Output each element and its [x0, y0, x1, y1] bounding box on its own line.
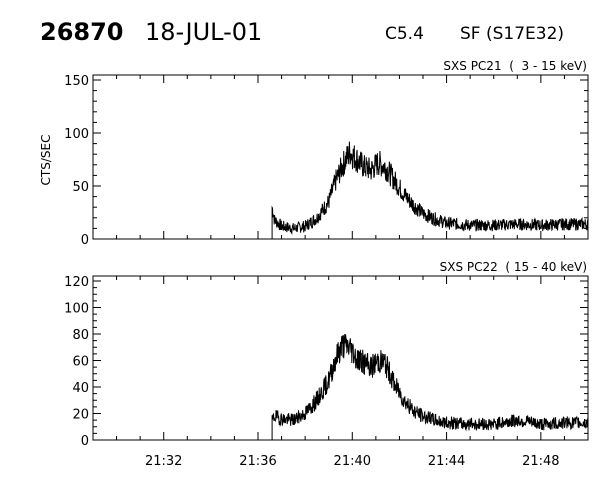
y-tick-label: 100	[64, 127, 89, 142]
x-tick-label: 21:36	[239, 454, 276, 469]
panel-pc22-title: SXS PC22 ( 15 - 40 keV)	[440, 260, 587, 274]
flare-location: SF (S17E32)	[460, 24, 564, 44]
panel-pc21-frame	[92, 74, 589, 240]
y-tick-label: 50	[72, 180, 89, 195]
event-number: 26870	[40, 18, 124, 46]
panel-pc22-y-tick-labels: 0 20 40 60 80 100 120	[64, 275, 89, 449]
x-tick-label: 21:40	[334, 454, 371, 469]
x-tick-label: 21:32	[145, 454, 182, 469]
y-tick-label: 20	[72, 408, 89, 423]
y-tick-label: 100	[64, 302, 89, 317]
panel-pc21-series-line	[271, 141, 589, 239]
y-tick-label: 120	[64, 275, 89, 290]
y-tick-label: 40	[72, 381, 89, 396]
y-tick-label: 60	[72, 355, 89, 370]
panel-pc21-title: SXS PC21 ( 3 - 15 keV)	[443, 59, 587, 73]
panel-pc22: SXS PC22 ( 15 - 40 keV) 0 20 40 60 80 100 120	[64, 260, 589, 449]
x-tick-label: 21:44	[428, 454, 465, 469]
panel-pc22-frame	[92, 275, 589, 441]
panel-pc22-ticks	[92, 276, 589, 441]
panel-pc21-y-tick-labels: 0 50 100 150	[64, 74, 89, 248]
y-tick-label: 150	[64, 74, 89, 89]
event-date: 18-JUL-01	[145, 18, 262, 46]
x-tick-labels: 21:32 21:36 21:40 21:44 21:48	[145, 454, 560, 469]
panel-pc21-ylabel: CTS/SEC	[39, 135, 53, 186]
panel-pc21: SXS PC21 ( 3 - 15 keV) CTS/SEC 0 50 100 150	[39, 59, 589, 248]
panel-pc22-series-line	[271, 334, 589, 440]
panel-pc21-ticks	[92, 75, 589, 240]
y-tick-label: 80	[72, 328, 89, 343]
goes-class: C5.4	[385, 24, 424, 44]
x-tick-label: 21:48	[522, 454, 559, 469]
y-tick-label: 0	[81, 233, 89, 248]
y-tick-label: 0	[81, 434, 89, 449]
